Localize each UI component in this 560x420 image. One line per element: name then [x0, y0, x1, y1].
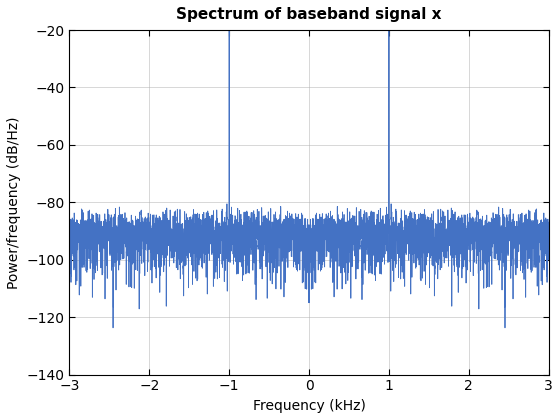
Title: Spectrum of baseband signal x: Spectrum of baseband signal x — [176, 7, 442, 22]
Y-axis label: Power/frequency (dB/Hz): Power/frequency (dB/Hz) — [7, 116, 21, 289]
X-axis label: Frequency (kHz): Frequency (kHz) — [253, 399, 366, 413]
